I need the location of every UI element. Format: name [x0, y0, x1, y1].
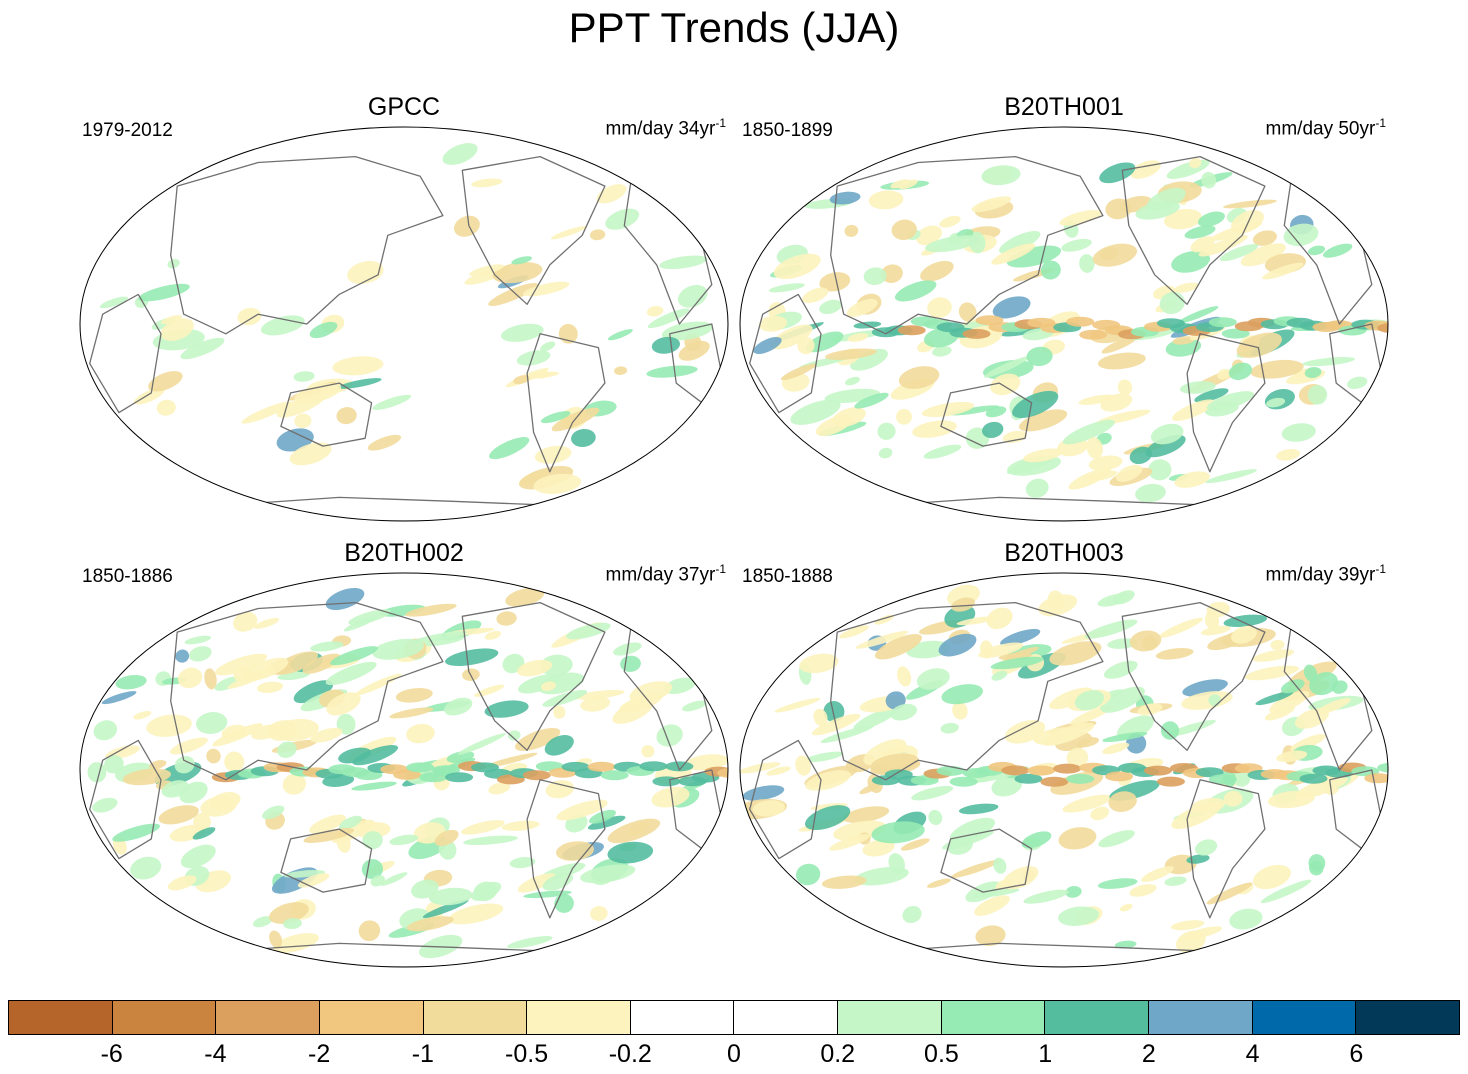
period-label: 1850-1888: [742, 566, 833, 587]
colorbar-box: [630, 1001, 735, 1034]
map-plot: [739, 572, 1389, 968]
map-panel: B20TH003 1850-1888 mm/day 39yr-1: [734, 539, 1394, 976]
coastline: [89, 739, 162, 860]
colorbar-tick-label: 0.2: [820, 1040, 856, 1068]
coastline: [170, 155, 444, 335]
colorbar-box: [319, 1001, 424, 1034]
coastline: [526, 779, 606, 919]
colorbar-tick-label: -2: [308, 1040, 331, 1068]
map-border: [79, 126, 729, 522]
colorbar-tick-label: 1: [1038, 1040, 1053, 1068]
colorbar-box: [1252, 1001, 1357, 1034]
coastline: [280, 382, 373, 447]
map-border: [739, 572, 1389, 968]
colorbar-box: [1356, 1001, 1459, 1034]
colorbar-box: [1045, 1001, 1150, 1034]
colorbar-labels: -6 -4 -2 -1 -0.5 -0.2 0 0.2 0.5 1 2 4 6: [8, 1040, 1460, 1070]
period-label: 1850-1886: [82, 566, 173, 587]
colorbar-box: [941, 1001, 1046, 1034]
panel-title: GPCC: [367, 93, 441, 121]
colorbar-box: [216, 1001, 320, 1034]
colorbar: [8, 1000, 1460, 1035]
panel-title: B20TH001: [1004, 93, 1124, 121]
units-label: mm/day 37yr-1: [605, 562, 726, 586]
coastline: [526, 333, 606, 473]
map-panel: B20TH002 1850-1886 mm/day 37yr-1: [74, 539, 734, 976]
coastline: [1186, 333, 1266, 473]
period-label: 1979-2012: [82, 120, 173, 141]
colorbar-tick-label: -4: [204, 1040, 227, 1068]
figure-title: PPT Trends (JJA): [568, 4, 900, 51]
colorbar-tick-label: 2: [1141, 1040, 1156, 1068]
colorbar-box: [112, 1001, 217, 1034]
colorbar-box: [527, 1001, 631, 1034]
colorbar-box: [734, 1001, 839, 1034]
colorbar-tick-label: -0.5: [505, 1040, 549, 1068]
coastline: [830, 601, 1104, 781]
coastline: [1121, 155, 1266, 305]
coastline: [1186, 779, 1266, 919]
units-label: mm/day 50yr-1: [1265, 116, 1386, 140]
trend-field: [740, 127, 1388, 521]
coastline: [749, 739, 822, 860]
coastline: [940, 828, 1033, 893]
colorbar-tick-label: 6: [1349, 1040, 1364, 1068]
panel-title: B20TH002: [344, 539, 464, 567]
coastline: [461, 601, 606, 751]
coastline: [170, 601, 444, 781]
colorbar-tick-label: -6: [100, 1040, 123, 1068]
units-label: mm/day 34yr-1: [605, 116, 726, 140]
coastline: [830, 155, 1104, 335]
colorbar-tick-label: 4: [1245, 1040, 1260, 1068]
colorbar-tick-label: 0.5: [924, 1040, 959, 1068]
coastline: [749, 293, 822, 414]
coastline: [89, 293, 162, 414]
period-label: 1850-1899: [742, 120, 833, 141]
colorbar-tick-label: 0: [727, 1040, 741, 1068]
coastline: [461, 155, 606, 305]
map-plot: [79, 572, 729, 968]
trend-field: [740, 573, 1388, 967]
map-border: [79, 572, 729, 968]
map-panel: GPCC 1979-2012 mm/day 34yr-1: [74, 93, 734, 530]
map-panel: B20TH001 1850-1899 mm/day 50yr-1: [734, 93, 1394, 530]
units-label: mm/day 39yr-1: [1265, 562, 1386, 586]
map-plot: [739, 126, 1389, 522]
coastline: [940, 382, 1033, 447]
coastline: [280, 828, 373, 893]
panel-title: B20TH003: [1004, 539, 1124, 567]
map-border: [739, 126, 1389, 522]
colorbar-box: [1149, 1001, 1253, 1034]
coastline: [1121, 601, 1266, 751]
colorbar-box: [838, 1001, 942, 1034]
trend-field: [80, 573, 728, 967]
map-plot: [79, 126, 729, 522]
colorbar-box: [423, 1001, 528, 1034]
colorbar-tick-label: -0.2: [608, 1040, 652, 1068]
colorbar-box: [9, 1001, 113, 1034]
trend-field: [80, 127, 728, 521]
colorbar-tick-label: -1: [411, 1040, 434, 1068]
